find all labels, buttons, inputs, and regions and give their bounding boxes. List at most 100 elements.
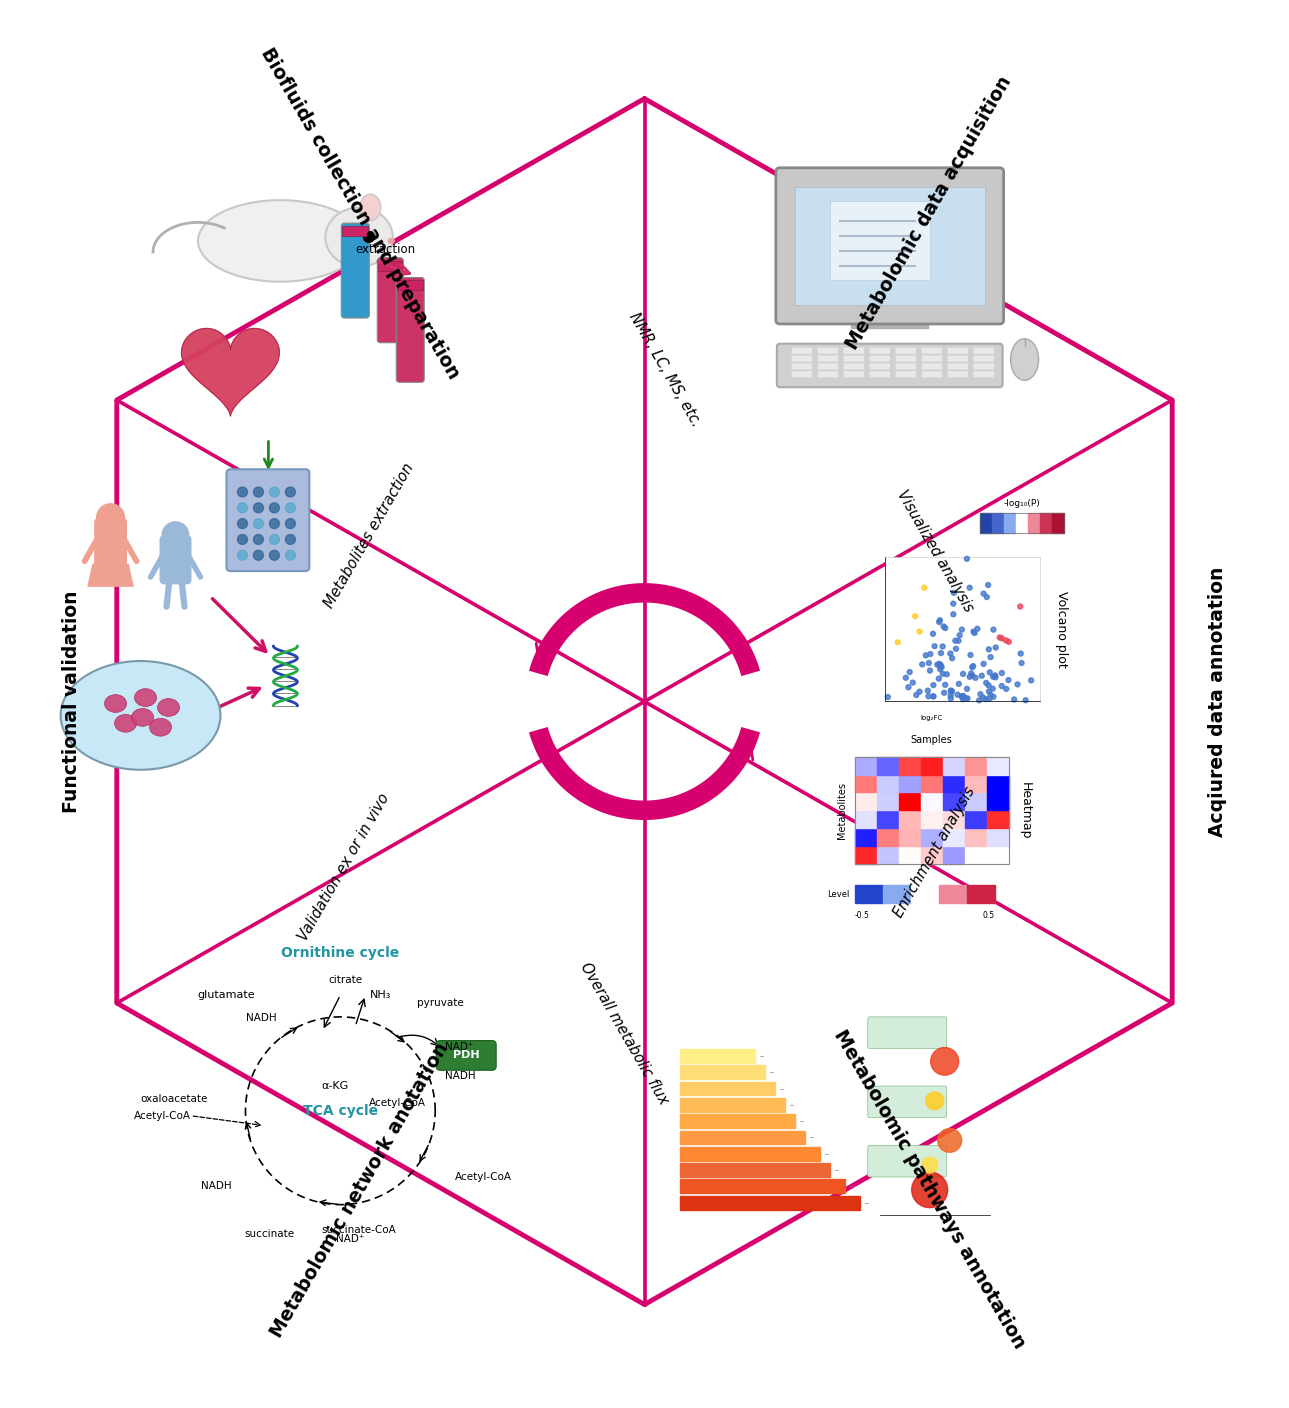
Circle shape bbox=[886, 694, 891, 700]
Bar bbox=[898, 774, 920, 793]
Circle shape bbox=[951, 601, 955, 605]
Circle shape bbox=[928, 669, 932, 673]
Circle shape bbox=[931, 1048, 959, 1076]
Bar bbox=[681, 1081, 775, 1095]
Circle shape bbox=[964, 556, 969, 562]
Circle shape bbox=[931, 694, 936, 698]
FancyBboxPatch shape bbox=[947, 348, 968, 353]
Bar bbox=[991, 513, 1004, 532]
Text: Metabolomic pathways annotation: Metabolomic pathways annotation bbox=[830, 1026, 1029, 1353]
FancyBboxPatch shape bbox=[947, 370, 968, 377]
FancyBboxPatch shape bbox=[896, 348, 916, 353]
Bar bbox=[855, 846, 877, 863]
Circle shape bbox=[937, 662, 942, 666]
Text: glutamate: glutamate bbox=[197, 990, 255, 1000]
FancyBboxPatch shape bbox=[867, 1086, 946, 1118]
Circle shape bbox=[942, 625, 947, 631]
Circle shape bbox=[938, 650, 944, 656]
Bar bbox=[942, 810, 964, 828]
Circle shape bbox=[269, 535, 280, 545]
Circle shape bbox=[987, 696, 993, 701]
Ellipse shape bbox=[131, 708, 153, 727]
FancyBboxPatch shape bbox=[922, 348, 942, 353]
Bar bbox=[855, 828, 877, 846]
FancyBboxPatch shape bbox=[227, 469, 309, 572]
Bar bbox=[343, 227, 369, 237]
Circle shape bbox=[954, 646, 959, 652]
Circle shape bbox=[254, 518, 263, 528]
Circle shape bbox=[985, 594, 989, 600]
FancyBboxPatch shape bbox=[973, 348, 994, 353]
Circle shape bbox=[161, 521, 189, 549]
Bar bbox=[986, 774, 1008, 793]
FancyBboxPatch shape bbox=[922, 363, 942, 370]
Circle shape bbox=[907, 670, 913, 674]
Text: extraction: extraction bbox=[356, 242, 415, 256]
Circle shape bbox=[986, 583, 991, 587]
Circle shape bbox=[1004, 638, 1008, 643]
FancyBboxPatch shape bbox=[973, 370, 994, 377]
Bar bbox=[920, 793, 942, 810]
Bar bbox=[681, 1098, 785, 1112]
FancyBboxPatch shape bbox=[843, 348, 864, 353]
Text: succinate: succinate bbox=[245, 1229, 295, 1239]
Bar bbox=[1039, 513, 1052, 532]
Text: Visualized analysis: Visualized analysis bbox=[893, 487, 976, 614]
Circle shape bbox=[940, 643, 945, 649]
Text: Enrichment analysis: Enrichment analysis bbox=[891, 784, 978, 921]
Circle shape bbox=[986, 683, 991, 689]
Circle shape bbox=[987, 670, 993, 674]
Bar bbox=[942, 828, 964, 846]
Circle shape bbox=[285, 551, 295, 560]
Text: Acetyl-CoA: Acetyl-CoA bbox=[369, 1098, 425, 1108]
Circle shape bbox=[941, 624, 946, 629]
Ellipse shape bbox=[115, 714, 137, 732]
Circle shape bbox=[993, 674, 998, 680]
Circle shape bbox=[980, 673, 985, 679]
Text: Samples: Samples bbox=[911, 735, 953, 745]
FancyBboxPatch shape bbox=[843, 363, 864, 370]
Circle shape bbox=[949, 689, 954, 693]
Circle shape bbox=[923, 653, 928, 658]
Circle shape bbox=[964, 686, 969, 691]
Polygon shape bbox=[88, 563, 134, 587]
Circle shape bbox=[922, 586, 927, 590]
Text: NAD⁺: NAD⁺ bbox=[336, 1235, 365, 1245]
Circle shape bbox=[1014, 681, 1020, 687]
Text: NADH: NADH bbox=[246, 1012, 277, 1022]
Ellipse shape bbox=[134, 689, 156, 707]
Bar bbox=[877, 846, 898, 863]
FancyBboxPatch shape bbox=[843, 355, 864, 362]
Bar bbox=[967, 886, 995, 903]
Circle shape bbox=[922, 1157, 937, 1173]
Circle shape bbox=[1018, 650, 1023, 656]
Circle shape bbox=[911, 1171, 947, 1208]
Circle shape bbox=[942, 683, 947, 687]
Circle shape bbox=[999, 636, 1004, 641]
Text: Volcano plot: Volcano plot bbox=[1054, 590, 1067, 667]
Bar bbox=[980, 513, 991, 532]
Circle shape bbox=[953, 638, 958, 643]
Circle shape bbox=[1007, 639, 1012, 645]
FancyBboxPatch shape bbox=[922, 355, 942, 362]
Bar bbox=[986, 846, 1008, 863]
Circle shape bbox=[960, 697, 965, 701]
Circle shape bbox=[942, 690, 946, 696]
Circle shape bbox=[994, 645, 998, 650]
Circle shape bbox=[945, 672, 949, 677]
Circle shape bbox=[926, 1093, 944, 1110]
Bar bbox=[920, 828, 942, 846]
Text: Metabolomic network anotation: Metabolomic network anotation bbox=[267, 1039, 452, 1340]
Text: oxaloacetate: oxaloacetate bbox=[141, 1094, 208, 1104]
Circle shape bbox=[981, 591, 986, 596]
Circle shape bbox=[990, 674, 995, 679]
Circle shape bbox=[969, 673, 974, 679]
Circle shape bbox=[237, 551, 247, 560]
FancyBboxPatch shape bbox=[777, 344, 1003, 387]
Bar bbox=[795, 187, 985, 306]
Circle shape bbox=[285, 518, 295, 528]
Circle shape bbox=[269, 551, 280, 560]
Circle shape bbox=[986, 689, 991, 694]
Circle shape bbox=[990, 686, 995, 691]
Circle shape bbox=[965, 696, 969, 701]
